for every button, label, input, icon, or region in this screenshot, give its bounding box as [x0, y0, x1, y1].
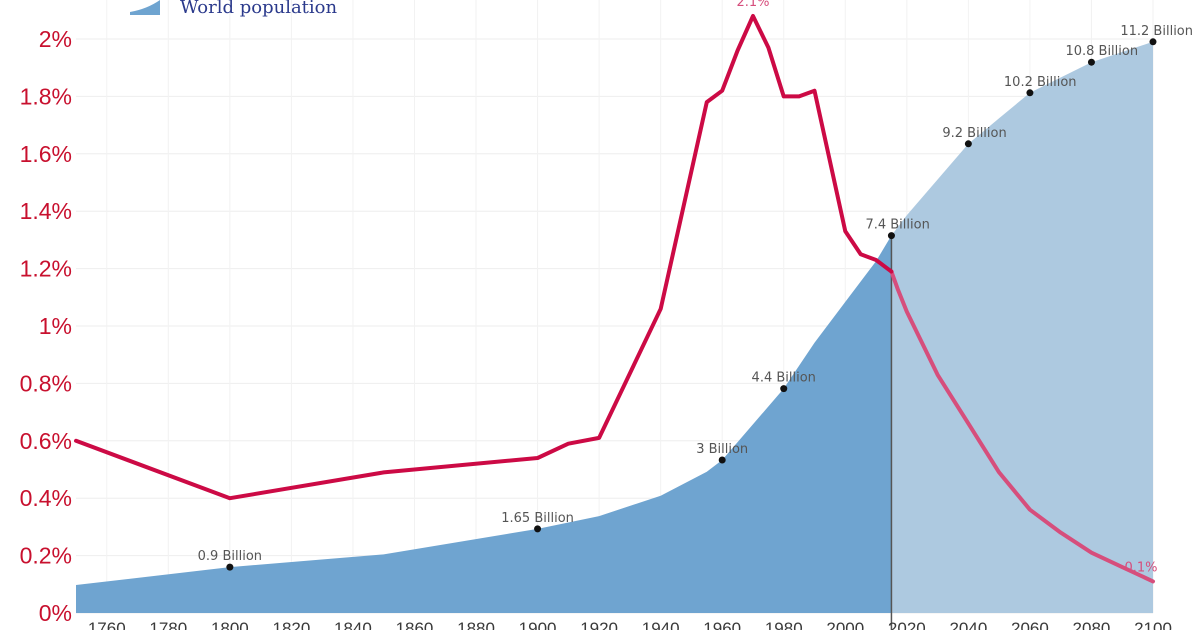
growth-rate-line: [74, 14, 1155, 584]
y-tick-label-9: 1.8%: [20, 83, 72, 109]
population-label-1: 1.65 Billion: [501, 511, 574, 526]
x-tick-label-11: 1980: [765, 619, 803, 630]
population-label-3: 4.4 Billion: [752, 371, 816, 386]
population-point-4: [887, 232, 895, 240]
growth-rate-labels: 2.1% 0.1%: [736, 0, 1157, 575]
population-label-6: 10.2 Billion: [1004, 75, 1077, 90]
y-tick-label-2: 0.4%: [20, 485, 72, 511]
y-tick-label-5: 1%: [39, 313, 72, 339]
y-tick-label-10: 2%: [39, 26, 72, 52]
legend: World population: [130, 0, 338, 18]
population-area: [76, 41, 1153, 630]
x-tick-label-5: 1860: [396, 619, 434, 630]
legend-label: World population: [180, 0, 338, 18]
rate-label-1: 0.1%: [1124, 560, 1157, 575]
population-area-historic: [76, 235, 892, 613]
population-label-7: 10.8 Billion: [1065, 44, 1138, 59]
x-axis: 1760 1780 1800 1820 1840 1860 1880 1900 1920 1940…: [88, 619, 1172, 630]
y-tick-label-7: 1.4%: [20, 198, 72, 224]
x-tick-label-14: 2040: [949, 619, 987, 630]
y-tick-label-0: 0%: [39, 600, 72, 626]
growth-rate-line-projected: [889, 269, 1155, 584]
y-tick-label-6: 1.2%: [20, 256, 72, 282]
x-tick-label-4: 1840: [334, 619, 372, 630]
population-label-0: 0.9 Billion: [198, 549, 262, 564]
population-point-8: [1149, 38, 1157, 46]
population-labels: 0.9 Billion 1.65 Billion 3 Billion 4.4 Bill…: [198, 24, 1193, 571]
x-tick-label-8: 1920: [580, 619, 618, 630]
population-point-6: [1026, 89, 1034, 97]
x-tick-label-12: 2000: [826, 619, 864, 630]
y-tick-label-4: 0.8%: [20, 370, 72, 396]
x-tick-label-15: 2060: [1011, 619, 1049, 630]
x-tick-label-13: 2020: [888, 619, 926, 630]
population-label-5: 9.2 Billion: [942, 126, 1006, 141]
y-axis: 0% 0.2% 0.4% 0.6% 0.8% 1% 1.2% 1.4% 1.6% 1.8% 2%: [20, 26, 72, 626]
population-label-4: 7.4 Billion: [865, 218, 929, 233]
population-area-projected: [891, 41, 1153, 614]
rate-label-0: 2.1%: [736, 0, 769, 10]
x-tick-label-16: 2080: [1073, 619, 1111, 630]
population-point-7: [1087, 58, 1095, 66]
x-tick-label-10: 1960: [703, 619, 741, 630]
y-tick-label-3: 0.6%: [20, 428, 72, 454]
y-tick-label-8: 1.6%: [20, 141, 72, 167]
population-point-1: [534, 525, 542, 533]
x-tick-label-7: 1900: [519, 619, 557, 630]
legend-area-swatch: [130, 0, 160, 15]
y-tick-label-1: 0.2%: [20, 543, 72, 569]
population-label-8: 11.2 Billion: [1120, 24, 1193, 39]
x-tick-label-2: 1800: [211, 619, 249, 630]
population-point-0: [226, 563, 234, 571]
population-point-3: [780, 385, 788, 393]
x-tick-label-9: 1940: [642, 619, 680, 630]
x-tick-label-0: 1760: [88, 619, 126, 630]
growth-rate-line-historic: [74, 14, 894, 501]
x-tick-label-6: 1880: [457, 619, 495, 630]
x-tick-label-17: 2100: [1134, 619, 1172, 630]
population-point-2: [718, 456, 726, 464]
x-tick-label-1: 1780: [149, 619, 187, 630]
x-tick-label-3: 1820: [272, 619, 310, 630]
population-point-5: [964, 140, 972, 148]
population-label-2: 3 Billion: [696, 442, 748, 457]
